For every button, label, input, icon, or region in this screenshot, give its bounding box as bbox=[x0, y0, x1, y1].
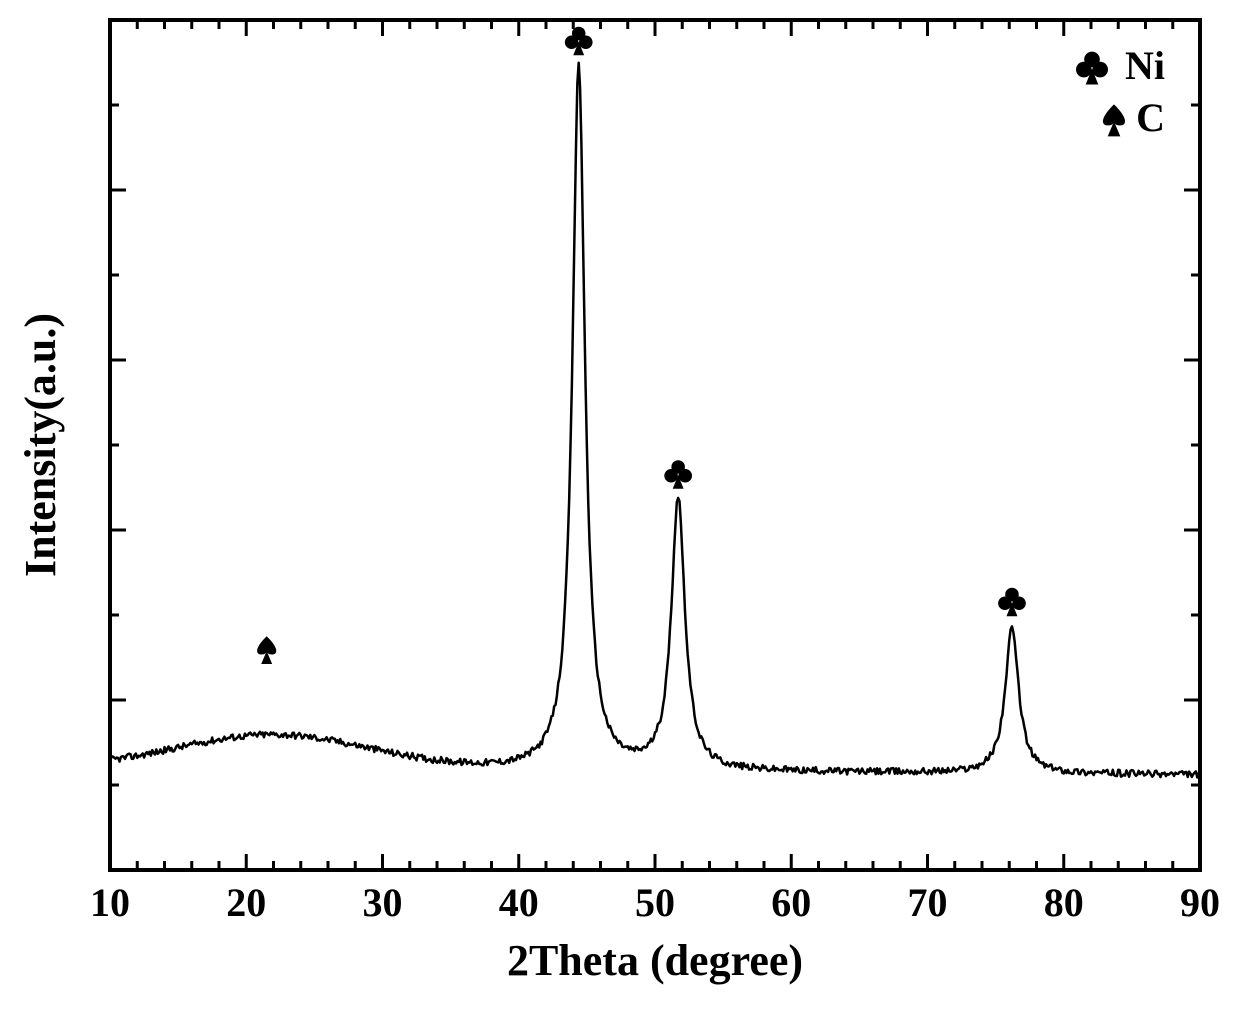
x-tick-label: 30 bbox=[363, 880, 403, 925]
legend-label: Ni bbox=[1125, 43, 1165, 88]
xrd-chart: 10 20 30 40 50 60 70 80 90 2Theta (degree) Intensi… bbox=[0, 0, 1240, 1027]
x-tick-label: 50 bbox=[635, 880, 675, 925]
x-tick-label: 60 bbox=[771, 880, 811, 925]
chart-svg: 10 20 30 40 50 60 70 80 90 2Theta (degree) Intensi… bbox=[0, 0, 1240, 1027]
legend-label: C bbox=[1136, 95, 1165, 140]
x-tick-label: 20 bbox=[226, 880, 266, 925]
x-tick-label: 70 bbox=[908, 880, 948, 925]
x-tick-label: 80 bbox=[1044, 880, 1084, 925]
x-tick-label: 10 bbox=[90, 880, 130, 925]
x-tick-label: 40 bbox=[499, 880, 539, 925]
x-axis-label: 2Theta (degree) bbox=[507, 936, 803, 985]
y-axis-label: Intensity(a.u.) bbox=[16, 313, 65, 577]
x-tick-label: 90 bbox=[1180, 880, 1220, 925]
